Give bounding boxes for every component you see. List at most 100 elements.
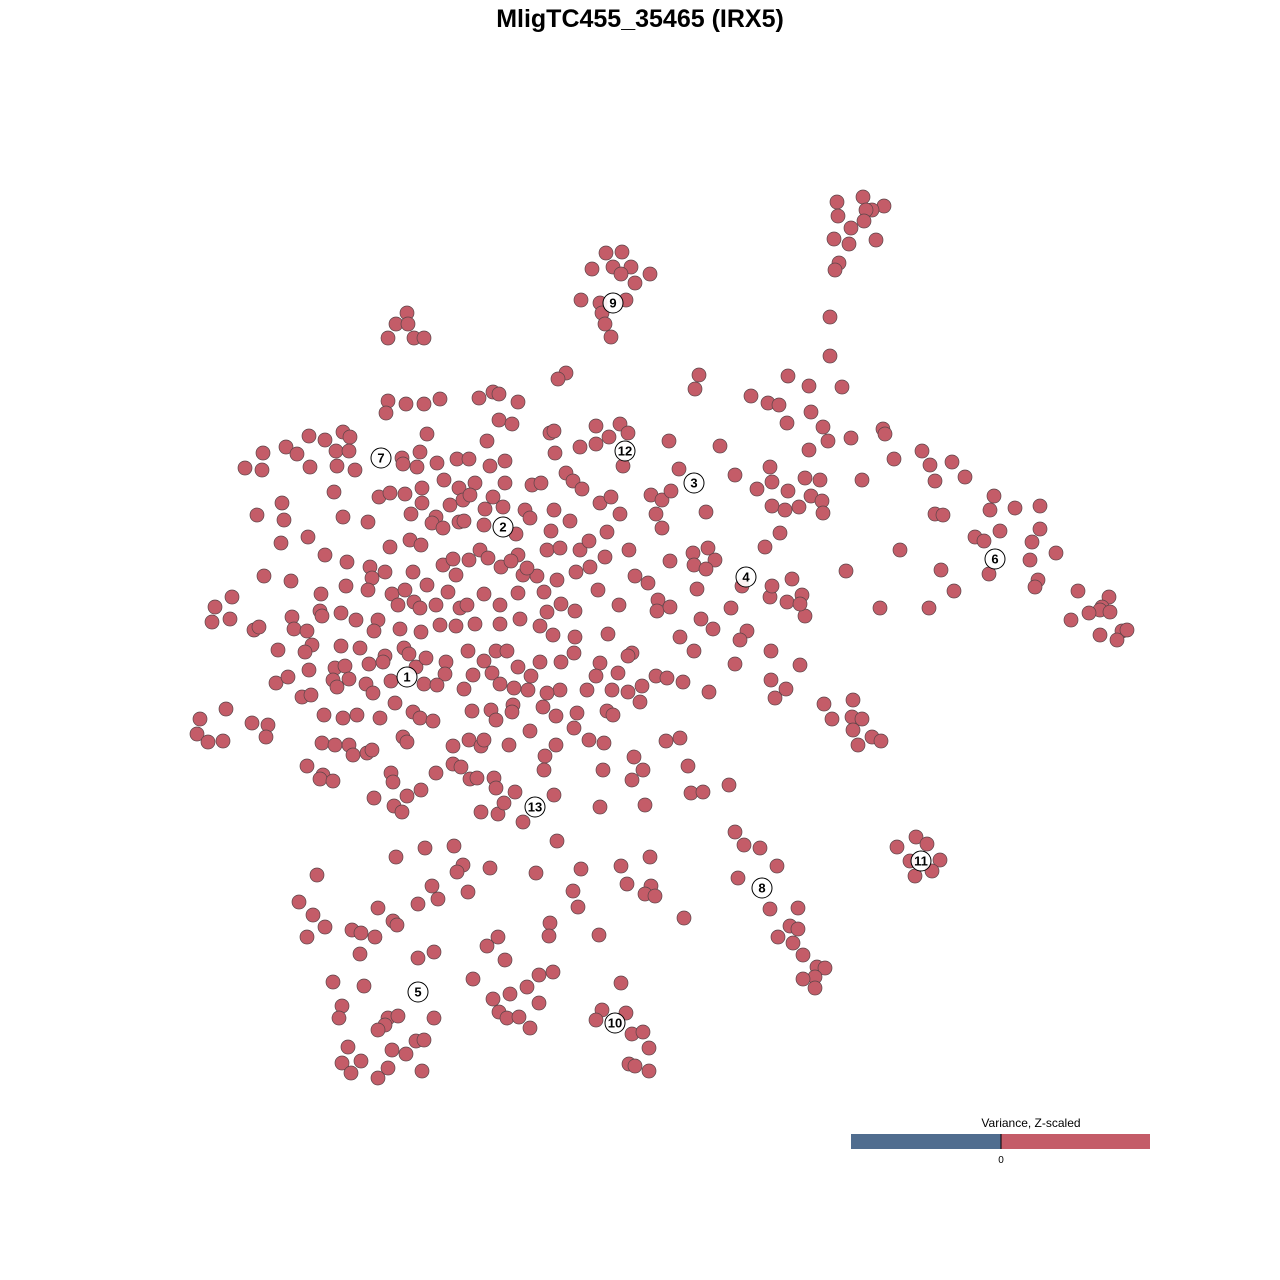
data-point bbox=[581, 732, 597, 748]
data-point bbox=[769, 858, 785, 874]
data-point bbox=[519, 560, 535, 576]
data-point bbox=[552, 682, 568, 698]
data-point bbox=[1119, 622, 1135, 638]
data-point bbox=[301, 662, 317, 678]
cluster-label: 1 bbox=[396, 666, 418, 688]
data-point bbox=[705, 621, 721, 637]
data-point bbox=[632, 694, 648, 710]
data-point bbox=[1101, 589, 1117, 605]
data-point bbox=[662, 553, 678, 569]
cluster-label-text: 10 bbox=[608, 1016, 622, 1031]
data-point bbox=[613, 858, 629, 874]
data-point bbox=[790, 900, 806, 916]
data-point bbox=[698, 504, 714, 520]
data-point bbox=[328, 443, 344, 459]
data-point bbox=[1092, 627, 1108, 643]
cluster-label-badge bbox=[602, 292, 624, 314]
data-point bbox=[224, 589, 240, 605]
data-point bbox=[435, 520, 451, 536]
data-point bbox=[764, 498, 780, 514]
data-point bbox=[597, 316, 613, 332]
data-point bbox=[654, 492, 670, 508]
data-point bbox=[342, 429, 358, 445]
data-point bbox=[635, 762, 651, 778]
data-point bbox=[464, 703, 480, 719]
data-point bbox=[352, 640, 368, 656]
data-point bbox=[429, 677, 445, 693]
data-point bbox=[335, 509, 351, 525]
data-point bbox=[416, 330, 432, 346]
data-point bbox=[510, 585, 526, 601]
data-point bbox=[687, 381, 703, 397]
data-point bbox=[919, 836, 935, 852]
data-point bbox=[568, 564, 584, 580]
data-point bbox=[268, 675, 284, 691]
data-point bbox=[312, 771, 328, 787]
data-point bbox=[370, 1022, 386, 1038]
data-point bbox=[619, 876, 635, 892]
data-point bbox=[531, 995, 547, 1011]
data-point bbox=[341, 443, 357, 459]
data-point bbox=[333, 605, 349, 621]
data-point bbox=[325, 773, 341, 789]
data-point bbox=[345, 747, 361, 763]
data-point bbox=[456, 513, 472, 529]
data-point bbox=[502, 986, 518, 1002]
data-point bbox=[567, 603, 583, 619]
data-point bbox=[826, 231, 842, 247]
data-point bbox=[334, 1055, 350, 1071]
data-point bbox=[522, 510, 538, 526]
cluster-label-text: 7 bbox=[377, 451, 384, 466]
data-point bbox=[572, 542, 588, 558]
cluster-label-text: 1 bbox=[403, 670, 410, 685]
data-point bbox=[1022, 552, 1038, 568]
data-point bbox=[519, 979, 535, 995]
data-point bbox=[777, 502, 793, 518]
data-point bbox=[260, 717, 276, 733]
points-layer bbox=[189, 189, 1135, 1086]
data-point bbox=[338, 578, 354, 594]
data-point bbox=[349, 707, 365, 723]
data-point bbox=[623, 259, 639, 275]
data-point bbox=[662, 599, 678, 615]
data-point bbox=[613, 975, 629, 991]
data-point bbox=[548, 737, 564, 753]
data-point bbox=[367, 929, 383, 945]
data-point bbox=[592, 655, 608, 671]
data-point bbox=[428, 597, 444, 613]
data-point bbox=[812, 472, 828, 488]
data-point bbox=[309, 867, 325, 883]
data-point bbox=[419, 577, 435, 593]
data-point bbox=[572, 439, 588, 455]
data-point bbox=[380, 330, 396, 346]
data-point bbox=[843, 220, 859, 236]
data-point bbox=[366, 790, 382, 806]
data-point bbox=[545, 964, 561, 980]
data-point bbox=[600, 626, 616, 642]
data-point bbox=[397, 582, 413, 598]
data-point bbox=[412, 444, 428, 460]
data-point bbox=[676, 910, 692, 926]
data-point bbox=[784, 571, 800, 587]
data-point bbox=[834, 379, 850, 395]
data-point bbox=[927, 473, 943, 489]
data-point bbox=[922, 457, 938, 473]
data-point bbox=[485, 991, 501, 1007]
data-point bbox=[621, 542, 637, 558]
data-point bbox=[504, 704, 520, 720]
data-point bbox=[767, 690, 783, 706]
data-point bbox=[549, 572, 565, 588]
data-point bbox=[584, 261, 600, 277]
data-point bbox=[661, 433, 677, 449]
data-point bbox=[244, 715, 260, 731]
data-point bbox=[503, 553, 519, 569]
data-point bbox=[827, 262, 843, 278]
data-point bbox=[410, 950, 426, 966]
data-point bbox=[314, 608, 330, 624]
data-point bbox=[215, 733, 231, 749]
cluster-label: 4 bbox=[735, 566, 757, 588]
data-point bbox=[469, 770, 485, 786]
data-point bbox=[841, 236, 857, 252]
cluster-label: 10 bbox=[604, 1012, 626, 1034]
cluster-label-badge bbox=[984, 548, 1006, 570]
